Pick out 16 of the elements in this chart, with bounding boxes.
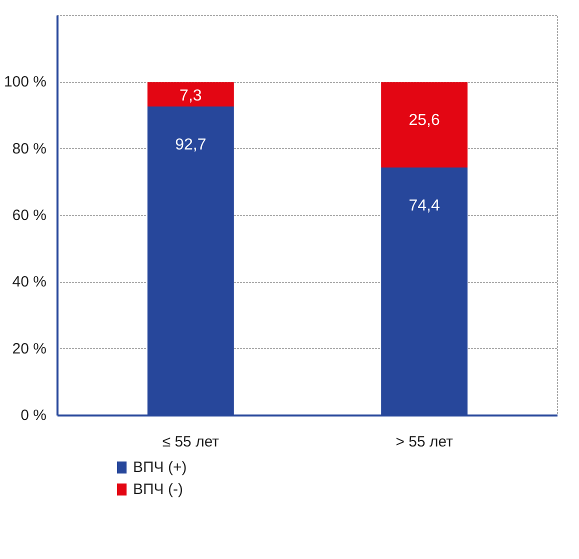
data-label: 7,3: [180, 87, 202, 104]
legend-label: ВПЧ (+): [133, 459, 187, 476]
data-label: 74,4: [408, 198, 440, 214]
x-tick-label: > 55 лет: [396, 434, 454, 450]
bar: [147, 82, 234, 106]
data-label: 92,7: [175, 136, 206, 154]
y-tick-label: 20 %: [12, 340, 47, 358]
data-label: 25,6: [408, 112, 440, 130]
x-tick-label: ≤ 55 лет: [162, 434, 220, 450]
bar: [381, 82, 468, 168]
y-tick-label: 60 %: [12, 207, 47, 224]
y-tick-label: 100 %: [4, 74, 47, 91]
y-tick-label: 0 %: [20, 407, 47, 424]
y-tick-label: 80 %: [12, 140, 47, 158]
y-tick-label: 40 %: [12, 274, 47, 291]
legend-label: ВПЧ (-): [133, 481, 183, 498]
